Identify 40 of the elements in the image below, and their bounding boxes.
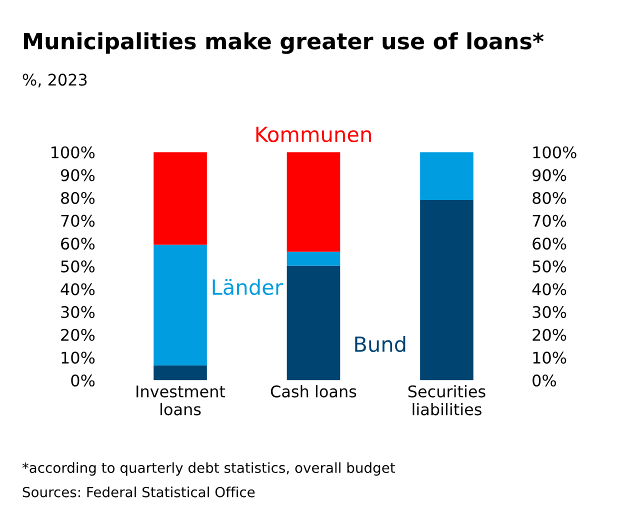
bar xyxy=(420,152,474,200)
y-tick-label: 10% xyxy=(62,352,95,364)
y2-tick-label: 10% xyxy=(533,352,566,364)
y-tick-label: 70% xyxy=(61,214,95,227)
y2-tick-label: 60% xyxy=(532,238,566,250)
y2-tick-label: 50% xyxy=(532,260,566,272)
y-tick-label: 50% xyxy=(61,260,95,272)
bar xyxy=(286,266,340,380)
chart-subtitle: %, 2023 xyxy=(22,74,87,88)
bar xyxy=(154,365,207,380)
series-label: Länder xyxy=(212,278,283,296)
y-tick-label: 0% xyxy=(71,374,95,387)
y-tick-label: 100% xyxy=(52,146,95,158)
y-tick-label: 30% xyxy=(61,306,95,318)
series-label: Bund xyxy=(355,336,406,352)
y2-tick-label: 100% xyxy=(533,146,576,158)
x-tick-label: Cash loans xyxy=(270,385,356,398)
y-tick-label: 40% xyxy=(60,283,95,296)
y2-tick-label: 80% xyxy=(532,192,566,204)
x-tick-label: Securities liabilities xyxy=(408,385,486,416)
bar xyxy=(286,252,340,266)
y2-tick-label: 90% xyxy=(532,169,566,182)
series-label: Kommunen xyxy=(256,126,371,142)
y2-tick-label: 30% xyxy=(532,306,566,318)
y2-tick-label: 0% xyxy=(532,374,556,387)
text: *according to quarterly debt statistics, overall budget xyxy=(22,462,396,476)
bar xyxy=(286,152,340,252)
y2-tick-label: 70% xyxy=(532,214,566,227)
y-tick-label: 20% xyxy=(61,328,95,341)
chart-title: Municipalities make greater use of loans* xyxy=(24,32,544,54)
y2-tick-label: 40% xyxy=(532,283,566,296)
bar xyxy=(420,200,474,380)
y-tick-label: 60% xyxy=(61,238,95,250)
x-tick-label: Investment loans xyxy=(136,386,226,416)
y-tick-label: 90% xyxy=(60,169,95,182)
y2-tick-label: 20% xyxy=(532,328,566,341)
source-note: Sources: Federal Statistical Office xyxy=(22,486,255,498)
y-tick-label: 80% xyxy=(61,192,95,204)
bar xyxy=(154,152,207,245)
bar xyxy=(154,244,207,366)
